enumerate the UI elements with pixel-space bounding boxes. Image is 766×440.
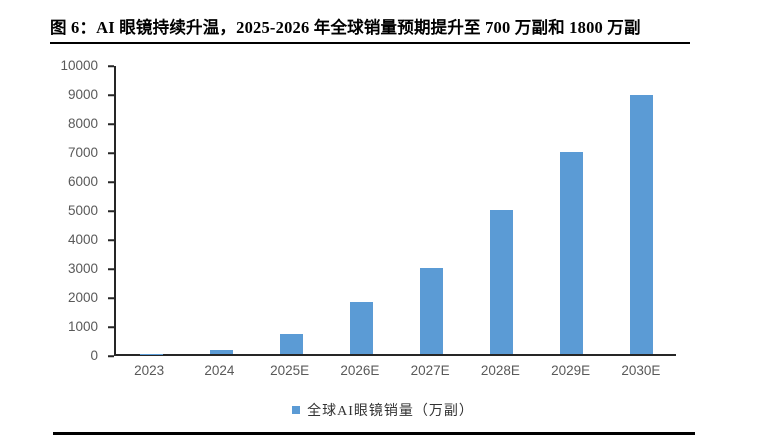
bar-2030e [629, 94, 653, 354]
y-tick-label: 4000 [67, 232, 98, 248]
y-tick-mark [108, 355, 114, 357]
bar-slot [186, 66, 256, 354]
bar-2029e [559, 152, 583, 354]
y-tick-label: 1000 [67, 319, 98, 335]
y-tick-label: 7000 [67, 145, 98, 161]
y-axis: 0 1000 2000 3000 4000 5000 6000 7000 8000 9000 100… [0, 58, 114, 363]
bar-slot [116, 66, 186, 354]
bar-slot [256, 66, 326, 354]
x-tick-label: 2024 [204, 363, 235, 378]
y-tick-label: 10000 [60, 58, 98, 74]
bar-2024 [209, 349, 233, 354]
plot-area [114, 66, 676, 356]
figure-title: 图 6：AI 眼镜持续升温，2025-2026 年全球销量预期提升至 700 万… [50, 18, 641, 37]
y-tick-label: 3000 [67, 261, 98, 277]
x-tick-label: 2028E [480, 363, 520, 378]
y-tick-mark [108, 326, 114, 328]
legend: 全球AI眼镜销量（万副） [0, 400, 766, 420]
y-tick-mark [108, 181, 114, 183]
y-tick-label: 0 [90, 348, 98, 364]
bar-slot [326, 66, 396, 354]
y-tick-mark [108, 123, 114, 125]
x-tick-label: 2030E [621, 363, 661, 378]
y-tick-label: 8000 [67, 116, 98, 132]
y-tick-label: 5000 [67, 203, 98, 219]
y-tick-mark [108, 297, 114, 299]
legend-label: 全球AI眼镜销量（万副） [307, 404, 474, 419]
title-underline-rule [50, 42, 690, 44]
y-tick-mark [108, 152, 114, 154]
bar-slot [396, 66, 466, 354]
bar-2025e [279, 333, 303, 354]
y-tick-mark [108, 210, 114, 212]
y-tick-mark [108, 239, 114, 241]
x-tick-label: 2026E [340, 363, 380, 378]
x-tick-label: 2023 [134, 363, 165, 378]
y-tick-label: 6000 [67, 174, 98, 190]
y-tick-mark [108, 65, 114, 67]
x-tick-label: 2025E [270, 363, 310, 378]
y-tick-mark [108, 94, 114, 96]
y-tick-label: 9000 [67, 87, 98, 103]
bar-2027e [419, 267, 443, 354]
x-tick-label: 2027E [410, 363, 450, 378]
x-tick-label: 2029E [551, 363, 591, 378]
figure-bottom-rule [53, 432, 695, 435]
bar-slot [606, 66, 676, 354]
y-tick-mark [108, 268, 114, 270]
bar-slot [466, 66, 536, 354]
x-axis: 2023 2024 2025E 2026E 2027E 2028E 2029E 2030E [114, 363, 676, 378]
bar-2026e [349, 302, 373, 354]
y-tick-label: 2000 [67, 290, 98, 306]
bar-slot [536, 66, 606, 354]
bar-2028e [489, 210, 513, 354]
legend-swatch-icon [292, 406, 301, 414]
